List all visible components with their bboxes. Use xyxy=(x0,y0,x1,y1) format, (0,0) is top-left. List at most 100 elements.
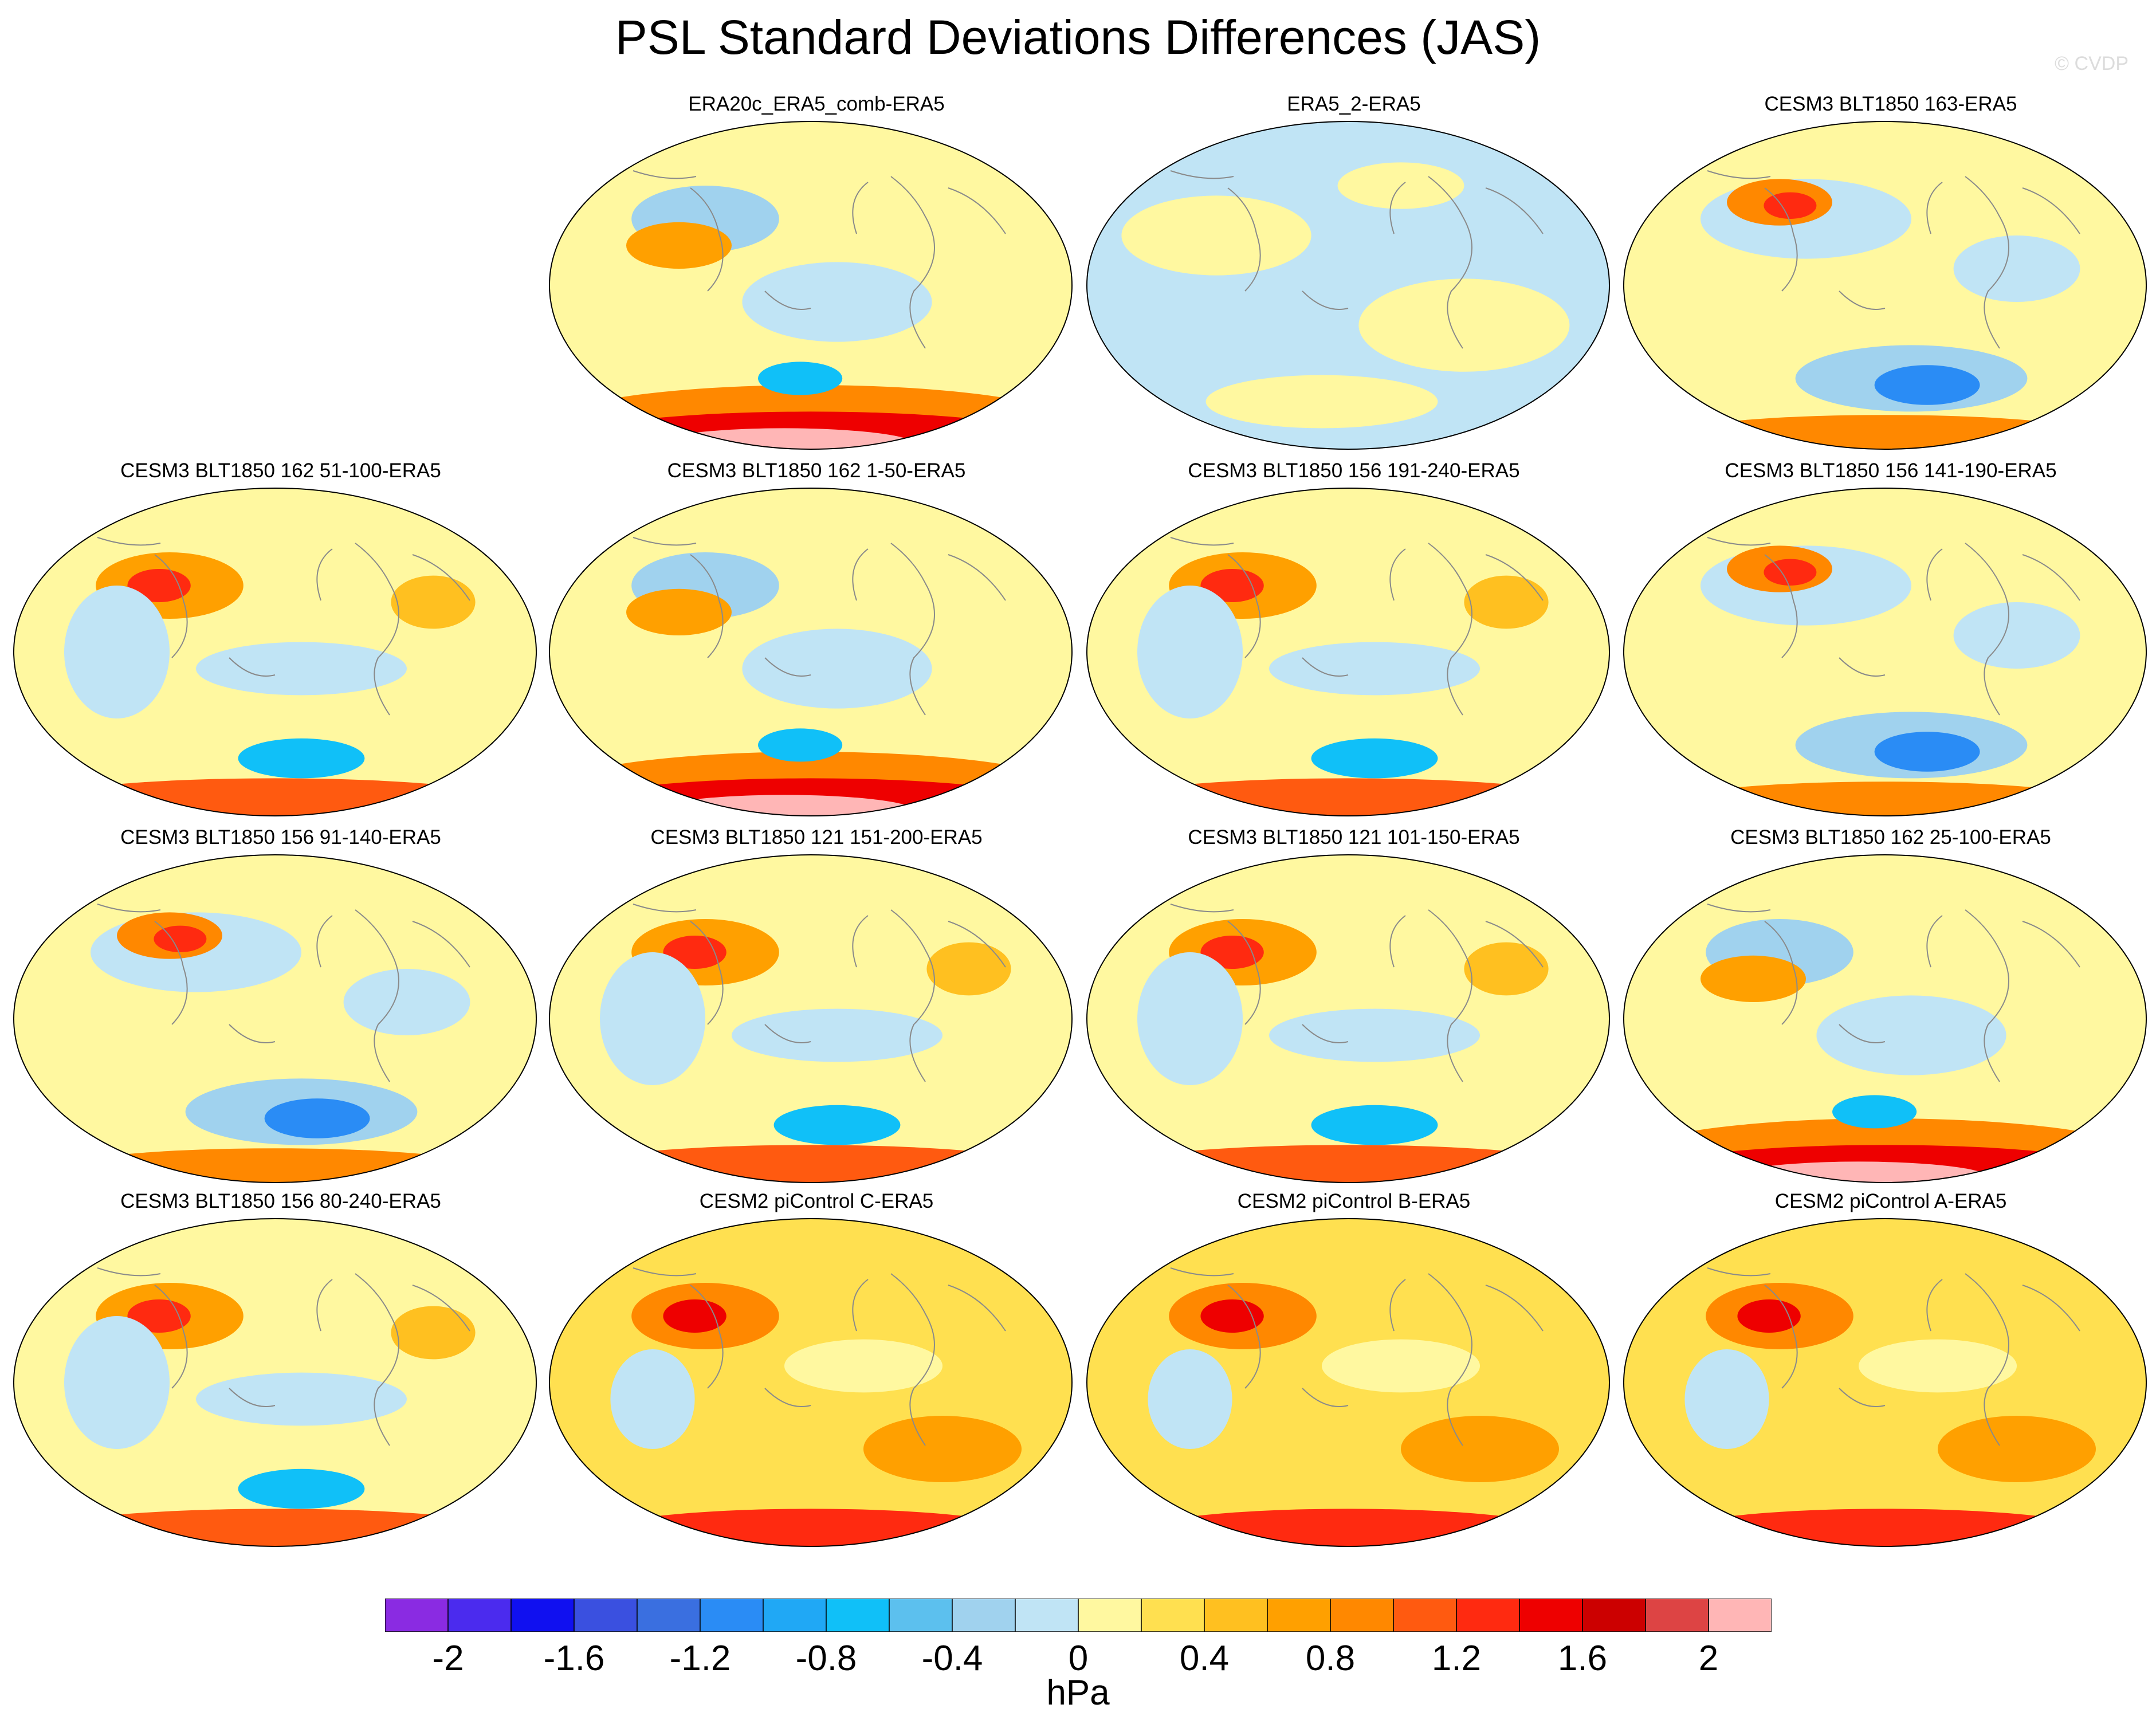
coastline xyxy=(154,554,188,658)
coastline xyxy=(1302,1024,1349,1043)
anomaly-blob xyxy=(1311,738,1438,779)
anomaly-blob xyxy=(1953,602,2080,669)
anomaly-blob xyxy=(1111,1145,1585,1183)
anomaly-blob xyxy=(1701,955,1806,1002)
coastline xyxy=(1707,170,1771,179)
coastline xyxy=(1227,187,1261,292)
anomaly-blob xyxy=(773,1105,901,1145)
coastline xyxy=(1485,1285,1544,1332)
colorbar-box xyxy=(1330,1599,1394,1632)
anomaly-blob xyxy=(926,942,1011,996)
coastline xyxy=(890,176,935,349)
anomaly-blob xyxy=(1816,995,2006,1075)
colorbar-box xyxy=(447,1599,512,1632)
coastline xyxy=(764,1388,811,1407)
coastline xyxy=(1839,1388,1886,1407)
colorbar-box xyxy=(1267,1599,1331,1632)
coastline xyxy=(1839,1024,1886,1043)
colorbar-box xyxy=(826,1599,890,1632)
coastline xyxy=(1926,1279,1943,1332)
anomaly-blob xyxy=(1727,1161,1990,1183)
coastline xyxy=(1428,1273,1472,1446)
panel-title: CESM3 BLT1850 162 1-50-ERA5 xyxy=(667,460,966,482)
coastline xyxy=(229,1388,276,1407)
coastline xyxy=(1707,1267,1771,1277)
anomaly-blob xyxy=(653,795,916,816)
colorbar-tick-label: 0 xyxy=(1068,1639,1089,1678)
map-panel-p7: CESM3 BLT1850 156 141-190-ERA5 xyxy=(1621,458,2156,825)
coastline xyxy=(948,921,1006,968)
anomaly-blob xyxy=(1121,195,1311,276)
anomaly-blob xyxy=(38,778,512,816)
anomaly-blob xyxy=(1148,1349,1232,1449)
map-panel-p14: CESM2 piControl B-ERA5 xyxy=(1085,1189,1623,1556)
anomaly-blob xyxy=(1269,642,1480,696)
coastline xyxy=(1764,921,1798,1025)
panel-title: ERA20c_ERA5_comb-ERA5 xyxy=(688,93,945,115)
anomaly-blob xyxy=(1938,1416,2096,1482)
panel-title: CESM3 BLT1850 156 141-190-ERA5 xyxy=(1725,460,2057,482)
coastline xyxy=(1428,176,1472,349)
coastline xyxy=(2022,921,2080,968)
robinson-map xyxy=(549,854,1073,1183)
robinson-map xyxy=(1623,854,2147,1183)
anomaly-blob xyxy=(38,1509,512,1546)
anomaly-blob xyxy=(154,925,207,952)
map-border xyxy=(549,488,1073,816)
anomaly-blob xyxy=(863,1416,1022,1482)
coastline xyxy=(2022,187,2080,234)
panel-title: CESM2 piControl C-ERA5 xyxy=(699,1190,934,1212)
robinson-map xyxy=(549,488,1073,816)
coastline xyxy=(633,537,697,546)
colorbar-tick-label: 0.8 xyxy=(1305,1639,1356,1678)
panel-title: CESM3 BLT1850 121 101-150-ERA5 xyxy=(1188,826,1520,849)
robinson-map xyxy=(1086,1218,1610,1547)
coastline xyxy=(1707,904,1771,913)
colorbar-tick-label: 0.4 xyxy=(1179,1639,1230,1678)
coastline xyxy=(1764,187,1798,292)
robinson-map xyxy=(549,121,1073,450)
coastline xyxy=(764,290,811,310)
colorbar-box xyxy=(1393,1599,1457,1632)
anomaly-blob xyxy=(663,1299,726,1333)
coastline xyxy=(316,1279,333,1332)
anomaly-blob xyxy=(1137,952,1243,1085)
coastline xyxy=(852,182,869,234)
colorbar-box xyxy=(952,1599,1016,1632)
coastline xyxy=(852,548,869,601)
anomaly-blob xyxy=(1624,121,2146,449)
robinson-map xyxy=(1086,121,1610,450)
map-border xyxy=(549,854,1073,1183)
colorbar-tick-label: -2 xyxy=(432,1639,464,1678)
panel-title: CESM3 BLT1850 162 25-100-ERA5 xyxy=(1730,826,2051,849)
coastline xyxy=(690,187,724,292)
anomaly-blob xyxy=(758,362,843,395)
anomaly-blob xyxy=(1737,1299,1801,1333)
anomaly-blob xyxy=(1764,559,1817,586)
panel-title: CESM3 BLT1850 156 80-240-ERA5 xyxy=(120,1190,441,1212)
colorbar-box xyxy=(763,1599,827,1632)
map-border xyxy=(1623,1218,2147,1547)
coastline xyxy=(1926,915,1943,968)
coastline xyxy=(633,904,697,913)
coastline xyxy=(1302,290,1349,310)
robinson-map xyxy=(1623,488,2147,816)
cvdp-watermark: © CVDP xyxy=(2055,53,2128,74)
anomaly-blob xyxy=(1111,778,1585,816)
coastline xyxy=(890,543,935,716)
coastline xyxy=(1170,1267,1234,1277)
anomaly-blob xyxy=(1087,121,1609,449)
anomaly-blob xyxy=(1200,1299,1264,1333)
coastline xyxy=(1170,170,1234,179)
anomaly-blob xyxy=(196,1372,407,1426)
panel-title: CESM2 piControl A-ERA5 xyxy=(1774,1190,2007,1212)
coastline xyxy=(948,1285,1006,1332)
coastline xyxy=(1839,657,1886,677)
coastline xyxy=(1926,182,1943,234)
anomaly-blob xyxy=(1464,942,1549,996)
colorbar-box xyxy=(385,1599,449,1632)
coastline xyxy=(1389,548,1406,601)
anomaly-blob xyxy=(238,1468,365,1509)
panel-title: CESM3 BLT1850 121 151-200-ERA5 xyxy=(650,826,983,849)
anomaly-blob xyxy=(1832,1095,1917,1129)
